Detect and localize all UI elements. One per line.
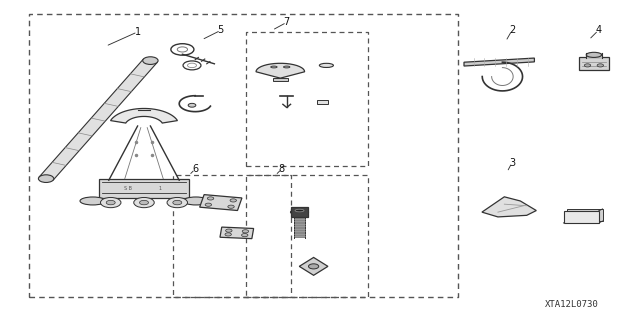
Circle shape bbox=[38, 175, 54, 182]
Circle shape bbox=[167, 197, 188, 208]
Circle shape bbox=[140, 200, 148, 205]
Ellipse shape bbox=[80, 197, 106, 205]
Bar bbox=[273, 78, 288, 81]
Text: 1: 1 bbox=[134, 27, 141, 37]
Polygon shape bbox=[220, 227, 253, 239]
Polygon shape bbox=[256, 63, 305, 78]
Ellipse shape bbox=[271, 66, 277, 68]
Text: 4: 4 bbox=[595, 25, 602, 35]
Circle shape bbox=[226, 229, 232, 232]
Circle shape bbox=[225, 233, 232, 236]
Circle shape bbox=[308, 264, 319, 269]
Polygon shape bbox=[568, 209, 603, 221]
Polygon shape bbox=[111, 108, 177, 123]
Text: 5: 5 bbox=[218, 25, 224, 35]
Text: 1: 1 bbox=[159, 186, 161, 191]
Circle shape bbox=[584, 64, 591, 67]
Text: 7: 7 bbox=[284, 17, 290, 27]
Ellipse shape bbox=[291, 210, 308, 215]
Circle shape bbox=[134, 197, 154, 208]
Polygon shape bbox=[300, 257, 328, 275]
Circle shape bbox=[230, 199, 236, 202]
Circle shape bbox=[597, 64, 604, 67]
Bar bbox=[291, 207, 308, 217]
Text: S B: S B bbox=[124, 186, 132, 191]
Text: 8: 8 bbox=[278, 164, 285, 174]
Ellipse shape bbox=[183, 197, 209, 205]
Circle shape bbox=[100, 197, 121, 208]
Ellipse shape bbox=[319, 63, 333, 67]
Circle shape bbox=[188, 103, 196, 107]
Circle shape bbox=[106, 200, 115, 205]
Bar bbox=[99, 179, 189, 198]
Circle shape bbox=[173, 200, 182, 205]
Circle shape bbox=[241, 234, 248, 237]
Circle shape bbox=[205, 203, 212, 206]
Text: 3: 3 bbox=[509, 158, 515, 168]
Circle shape bbox=[228, 205, 234, 208]
Ellipse shape bbox=[586, 52, 602, 57]
Bar bbox=[317, 100, 328, 104]
Ellipse shape bbox=[295, 209, 304, 212]
Text: XTA12L0730: XTA12L0730 bbox=[545, 300, 598, 309]
Circle shape bbox=[207, 197, 214, 200]
Ellipse shape bbox=[284, 66, 290, 68]
Polygon shape bbox=[464, 58, 534, 66]
Polygon shape bbox=[39, 59, 157, 180]
Circle shape bbox=[143, 57, 158, 64]
Text: 2: 2 bbox=[509, 25, 515, 35]
Text: 6: 6 bbox=[192, 164, 198, 174]
Bar bbox=[586, 53, 602, 58]
Polygon shape bbox=[200, 195, 242, 211]
Polygon shape bbox=[564, 211, 599, 223]
Circle shape bbox=[242, 230, 248, 233]
Polygon shape bbox=[482, 197, 536, 217]
Bar bbox=[579, 57, 609, 70]
